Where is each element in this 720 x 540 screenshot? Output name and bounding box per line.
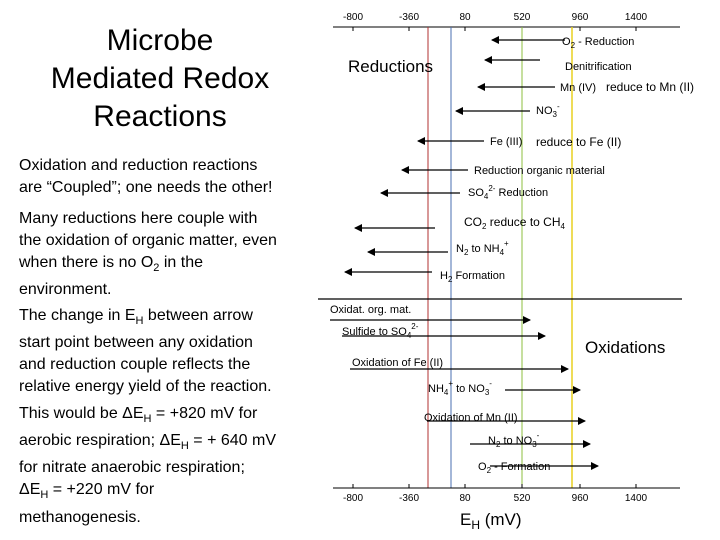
paragraph-line: relative energy yield of the reaction. <box>19 378 272 396</box>
top-tick-label: -360 <box>399 12 419 23</box>
paragraph-coupled: Oxidation and reduction reactions are “C… <box>19 155 319 199</box>
top-tick-label: -800 <box>343 12 363 23</box>
paragraph-line: the oxidation of organic matter, even <box>19 232 277 249</box>
paragraph-line: start point between any oxidation <box>19 334 253 352</box>
label-organic-reduction: Reduction organic material <box>474 165 605 177</box>
paragraph-examples: This would be ΔEH = +820 mV for aerobic … <box>19 403 319 529</box>
label-oxidat-org: Oxidat. org. mat. <box>330 304 411 316</box>
paragraph-organic-matter: Many reductions here couple with the oxi… <box>19 208 319 301</box>
label-co2-reduction: CO2 reduce to CH4 <box>464 215 566 231</box>
label-denitrification: Denitrification <box>565 61 632 73</box>
label-fe-iii: Fe (III) <box>490 136 522 148</box>
reductions-heading: Reductions <box>348 57 433 76</box>
paragraph-line: are “Coupled”; one needs the other! <box>19 179 273 196</box>
top-tick-label: 1400 <box>625 12 648 23</box>
bottom-tick-label: 960 <box>572 493 589 504</box>
slide-title: Microbe Mediated Redox Reactions <box>20 22 300 136</box>
top-tick-label: 80 <box>459 12 471 23</box>
label-fe-oxidation: Oxidation of Fe (II) <box>352 357 443 369</box>
label-o2-reduction: O2 - Reduction <box>562 36 634 50</box>
label-n2-to-nh4: N2 to NH4+ <box>456 239 509 257</box>
label-n2-to-no3: N2 to NO3- <box>488 431 540 449</box>
reduction-arrows <box>344 36 565 276</box>
paragraph-line: when there is no O2 in the <box>19 254 204 275</box>
paragraph-line: ΔEH = +220 mV for <box>19 481 155 502</box>
paragraph-line: Oxidation and reduction reactions <box>19 157 258 174</box>
paragraph-line: and reduction couple reflects the <box>19 356 251 374</box>
paragraph-energy-yield: The change in EH between arrow start poi… <box>19 305 319 398</box>
title-line-3: Reactions <box>93 100 227 133</box>
top-tick-label: 520 <box>514 12 531 23</box>
label-h2-formation: H2 Formation <box>440 270 505 284</box>
bottom-tick-label: 520 <box>514 493 531 504</box>
label-mn-iv: Mn (IV) <box>560 82 596 94</box>
paragraph-line: Many reductions here couple with <box>19 210 258 227</box>
title-line-2: Mediated Redox <box>50 62 270 95</box>
oxidation-arrows <box>330 316 599 470</box>
bottom-tick-label: -800 <box>343 493 363 504</box>
label-fe-reduce: reduce to Fe (II) <box>536 135 621 149</box>
label-mn-reduce: reduce to Mn (II) <box>606 80 694 94</box>
label-sulfide: Sulfide to SO42- <box>342 322 419 340</box>
paragraph-line: This would be ΔEH = +820 mV for <box>19 405 258 426</box>
label-o2-formation: O2 - Formation <box>478 461 550 475</box>
bottom-tick-label: 80 <box>459 493 471 504</box>
paragraph-line: environment. <box>19 281 112 299</box>
paragraph-line: for nitrate anaerobic respiration; <box>19 459 245 477</box>
bottom-tick-label: 1400 <box>625 493 648 504</box>
label-mn-oxidation: Oxidation of Mn (II) <box>424 412 518 424</box>
bottom-axis-ticks <box>352 484 637 488</box>
redox-diagram: -800 -360 80 520 960 1400 Reductions Oxi… <box>318 12 694 532</box>
bottom-tick-label: -360 <box>399 493 419 504</box>
label-so4-reduction: SO42- Reduction <box>468 184 548 201</box>
top-axis-ticks <box>352 27 637 31</box>
label-no3-reduction: NO3- <box>536 102 560 119</box>
x-axis-title: EH (mV) <box>460 510 522 532</box>
title-line-1: Microbe <box>106 24 214 57</box>
top-tick-label: 960 <box>572 12 589 23</box>
paragraph-line: The change in EH between arrow <box>19 307 253 328</box>
label-nh4-to-no3: NH4+ to NO3- <box>428 379 492 397</box>
paragraph-line: methanogenesis. <box>19 508 141 526</box>
paragraph-line: aerobic respiration; ΔEH = + 640 mV <box>19 432 276 453</box>
oxidations-heading: Oxidations <box>585 338 665 357</box>
